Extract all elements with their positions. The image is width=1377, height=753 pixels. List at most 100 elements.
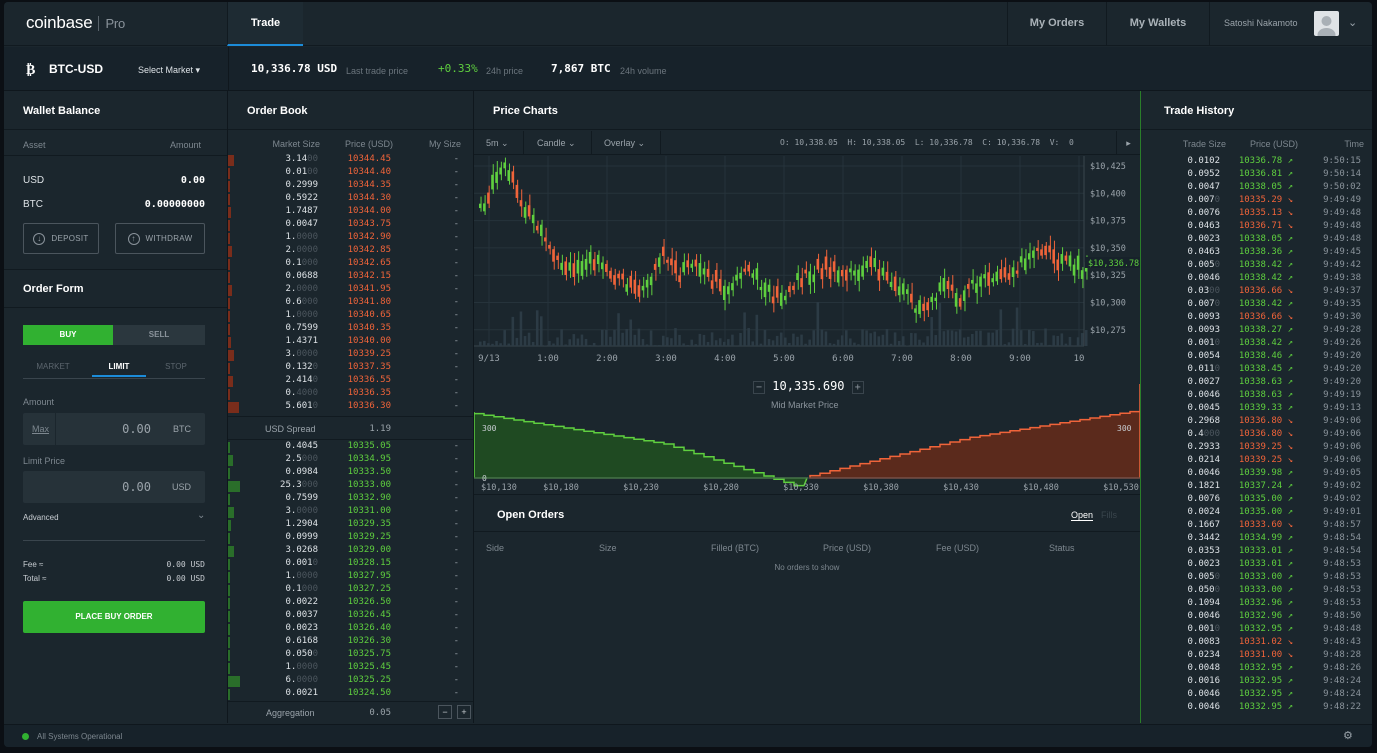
candle-body <box>759 286 763 291</box>
deposit-button[interactable]: ↓ DEPOSIT <box>23 223 99 254</box>
order-type-limit[interactable]: LIMIT <box>92 362 146 377</box>
nav-my-orders[interactable]: My Orders <box>1007 2 1106 46</box>
select-market-button[interactable]: Select Market ▾ <box>138 65 200 76</box>
bid-row[interactable]: 0.0022 10326.50 - <box>228 597 473 610</box>
size-digits: 0.0046 <box>1187 273 1220 283</box>
bid-row[interactable]: 1.0000 10327.95 - <box>228 571 473 584</box>
bid-row[interactable]: 0.0984 10333.50 - <box>228 467 473 480</box>
play-icon[interactable]: ▸ <box>1116 131 1140 155</box>
trade-price: 10336.80 ↘ <box>1238 416 1293 426</box>
withdraw-button[interactable]: ↑ WITHDRAW <box>115 223 205 254</box>
nav-tab-trade[interactable]: Trade <box>227 2 303 46</box>
sell-tab[interactable]: SELL <box>113 325 205 345</box>
bid-row[interactable]: 1.0000 10325.45 - <box>228 662 473 675</box>
ask-row[interactable]: 0.2999 10344.35 - <box>228 180 473 193</box>
ask-row[interactable]: 3.0000 10339.25 - <box>228 349 473 362</box>
ask-row[interactable]: 0.1320 10337.35 - <box>228 362 473 375</box>
bid-row[interactable]: 0.0021 10324.50 - <box>228 688 473 701</box>
bid-row[interactable]: 0.6168 10326.30 - <box>228 636 473 649</box>
trade-time: 9:49:05 <box>1323 468 1361 478</box>
depth-bar <box>228 585 230 596</box>
volume-bar <box>682 343 685 346</box>
max-link[interactable]: Max <box>32 424 50 434</box>
ask-row[interactable]: 2.0000 10342.85 - <box>228 245 473 258</box>
ask-row[interactable]: 0.6000 10341.80 - <box>228 297 473 310</box>
ask-row[interactable]: 1.0000 10340.65 - <box>228 310 473 323</box>
order-type-market[interactable]: MARKET <box>36 362 70 371</box>
ask-row[interactable]: 0.4000 10336.35 - <box>228 388 473 401</box>
advanced-toggle[interactable]: Advanced <box>23 513 59 522</box>
tab-fills[interactable]: Fills <box>1101 510 1117 520</box>
ask-row[interactable]: 1.0000 10342.90 - <box>228 232 473 245</box>
place-buy-order-button[interactable]: PLACE BUY ORDER <box>23 601 205 633</box>
ask-row[interactable]: 2.4140 10336.55 - <box>228 375 473 388</box>
price-charts-title: Price Charts <box>474 92 1140 130</box>
logo[interactable]: coinbase Pro <box>26 13 125 33</box>
chevron-down-icon[interactable]: ⌄ <box>197 510 206 521</box>
ask-row[interactable]: 0.0688 10342.15 - <box>228 271 473 284</box>
aggregation-plus-button[interactable]: + <box>457 705 471 719</box>
candle-body <box>1064 255 1068 261</box>
bid-row[interactable]: 0.0500 10325.75 - <box>228 649 473 662</box>
ask-row[interactable]: 2.0000 10341.95 - <box>228 284 473 297</box>
amount-input[interactable]: Max 0.00 BTC <box>23 413 205 445</box>
tab-open[interactable]: Open <box>1071 510 1094 521</box>
buy-tab[interactable]: BUY <box>23 325 113 345</box>
ask-row[interactable]: 1.4371 10340.00 - <box>228 336 473 349</box>
ask-row[interactable]: 1.7487 10344.00 - <box>228 206 473 219</box>
depth-bar <box>228 442 230 453</box>
volume-bar <box>625 328 628 346</box>
size-padding: 000 <box>301 258 318 268</box>
ask-row[interactable]: 5.6010 10336.30 - <box>228 401 473 414</box>
zoom-in-button[interactable]: + <box>851 381 864 394</box>
user-menu[interactable]: Satoshi Nakamoto ⌄ <box>1209 2 1372 46</box>
ask-row[interactable]: 0.1000 10342.65 - <box>228 258 473 271</box>
candle-body <box>609 270 612 279</box>
ask-row[interactable]: 3.1400 10344.45 - <box>228 154 473 167</box>
nav-my-wallets[interactable]: My Wallets <box>1106 2 1209 46</box>
bid-row[interactable]: 0.7599 10332.90 - <box>228 493 473 506</box>
bid-row[interactable]: 0.1000 10327.25 - <box>228 584 473 597</box>
bid-row[interactable]: 0.0010 10328.15 - <box>228 558 473 571</box>
bid-row[interactable]: 0.0999 10329.25 - <box>228 532 473 545</box>
limit-price-input[interactable]: 0.00 USD <box>23 471 205 503</box>
depth-chart[interactable]: $10,130 $10,180 $10,230 $10,280 $10,330 $10,3… <box>474 370 1140 494</box>
market-size: 3.0268 <box>285 545 318 555</box>
candle-body <box>796 273 799 281</box>
ask-row[interactable]: 0.7599 10340.35 - <box>228 323 473 336</box>
last-trade-label: Last trade price <box>346 66 409 76</box>
trade-time: 9:49:20 <box>1323 351 1361 361</box>
bid-row[interactable]: 3.0268 10329.00 - <box>228 545 473 558</box>
order-type-stop[interactable]: STOP <box>165 362 187 371</box>
candle-body <box>601 262 604 270</box>
trade-price: 10338.27 ↗ <box>1238 325 1293 335</box>
chart-style-select[interactable]: Candle ⌄ <box>524 131 592 155</box>
x-tick-label: 3:00 <box>655 354 677 364</box>
candle-body <box>735 274 738 281</box>
volume-bar <box>1084 330 1088 346</box>
candle-chart[interactable]: 9/13 1:00 2:00 3:00 4:00 5:00 6:00 7:00 8:00 9:00… <box>474 156 1140 370</box>
interval-select[interactable]: 5m ⌄ <box>474 131 524 155</box>
zoom-out-button[interactable]: − <box>753 381 766 394</box>
bid-row[interactable]: 25.3000 10333.00 - <box>228 480 473 493</box>
bid-row[interactable]: 0.4045 10335.05 - <box>228 441 473 454</box>
size-digits: 0.0093 <box>1187 312 1220 322</box>
candle-body <box>889 281 893 288</box>
trade-price: 10335.13 ↘ <box>1238 208 1293 218</box>
ask-row[interactable]: 0.0100 10344.40 - <box>228 167 473 180</box>
bid-row[interactable]: 6.0000 10325.25 - <box>228 675 473 688</box>
ask-row[interactable]: 0.5922 10344.30 - <box>228 193 473 206</box>
overlay-select[interactable]: Overlay ⌄ <box>592 131 661 155</box>
bid-row[interactable]: 2.5000 10334.95 - <box>228 454 473 467</box>
bid-row[interactable]: 0.0037 10326.45 - <box>228 610 473 623</box>
trade-row: 0.0023 10338.05 ↗ 9:49:48 <box>1141 234 1369 247</box>
aggregation-minus-button[interactable]: − <box>438 705 452 719</box>
ask-row[interactable]: 0.0047 10343.75 - <box>228 219 473 232</box>
chevron-down-icon[interactable]: ⌄ <box>1348 17 1358 29</box>
bid-row[interactable]: 1.2904 10329.35 - <box>228 519 473 532</box>
candle-body <box>979 276 982 287</box>
size-digits: 0.1667 <box>1187 520 1220 530</box>
bid-row[interactable]: 0.0023 10326.40 - <box>228 623 473 636</box>
gear-icon[interactable]: ⚙ <box>1343 730 1353 742</box>
bid-row[interactable]: 3.0000 10331.00 - <box>228 506 473 519</box>
